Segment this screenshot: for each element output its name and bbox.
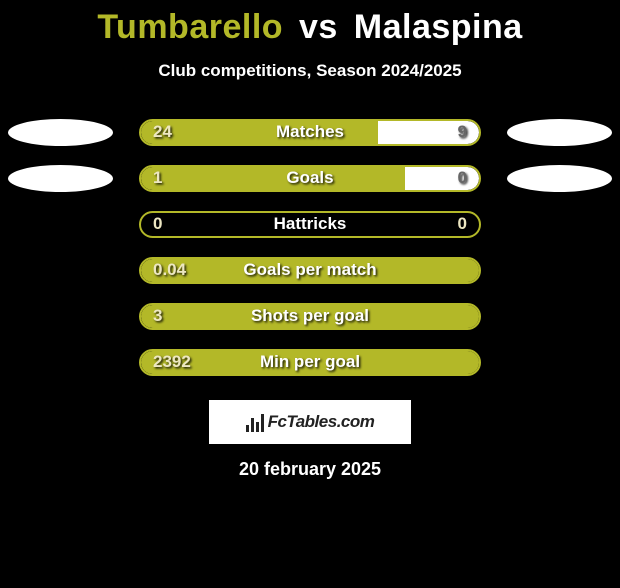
- player2-name: Malaspina: [354, 8, 523, 46]
- stat-left-value: 1: [153, 168, 162, 188]
- stat-left-value: 0: [153, 214, 162, 234]
- fill-right: [405, 167, 479, 190]
- stat-left-value: 24: [153, 122, 172, 142]
- chart-icon: [246, 412, 264, 432]
- stat-label: Shots per goal: [251, 306, 369, 326]
- date-text: 20 february 2025: [0, 459, 620, 480]
- stat-row: 1 Goals 0: [0, 155, 620, 201]
- player2-badge: [507, 165, 612, 192]
- subtitle: Club competitions, Season 2024/2025: [0, 61, 620, 81]
- fill-left: [141, 167, 405, 190]
- stat-bar: 0 Hattricks 0: [139, 211, 481, 238]
- stat-bar: 0.04 Goals per match: [139, 257, 481, 284]
- stat-label: Goals: [286, 168, 333, 188]
- player1-badge: [8, 119, 113, 146]
- stat-row: 24 Matches 9: [0, 109, 620, 155]
- comparison-title: Tumbarello vs Malaspina: [0, 8, 620, 47]
- stat-left-value: 3: [153, 306, 162, 326]
- stat-left-value: 2392: [153, 352, 191, 372]
- stat-row: 3 Shots per goal: [0, 293, 620, 339]
- player1-badge: [8, 165, 113, 192]
- player1-name: Tumbarello: [97, 8, 283, 46]
- stat-row: 0 Hattricks 0: [0, 201, 620, 247]
- player2-badge: [507, 119, 612, 146]
- stat-row: 2392 Min per goal: [0, 339, 620, 385]
- stat-label: Min per goal: [260, 352, 360, 372]
- stat-row: 0.04 Goals per match: [0, 247, 620, 293]
- stat-left-value: 0.04: [153, 260, 186, 280]
- logo-box: FcTables.com: [208, 399, 412, 445]
- stat-bar: 1 Goals 0: [139, 165, 481, 192]
- stat-bar: 24 Matches 9: [139, 119, 481, 146]
- logo-text: FcTables.com: [268, 412, 375, 432]
- stat-label: Matches: [276, 122, 344, 142]
- stat-right-value: 0: [458, 168, 467, 188]
- stat-bar: 3 Shots per goal: [139, 303, 481, 330]
- vs-separator: vs: [299, 8, 338, 46]
- stat-label: Hattricks: [274, 214, 347, 234]
- stat-right-value: 9: [458, 122, 467, 142]
- stat-label: Goals per match: [243, 260, 376, 280]
- stats-container: 24 Matches 9 1 Goals 0 0 Hattricks 0 0.04 Goals pe…: [0, 109, 620, 385]
- stat-bar: 2392 Min per goal: [139, 349, 481, 376]
- fctables-logo: FcTables.com: [246, 412, 375, 432]
- stat-right-value: 0: [458, 214, 467, 234]
